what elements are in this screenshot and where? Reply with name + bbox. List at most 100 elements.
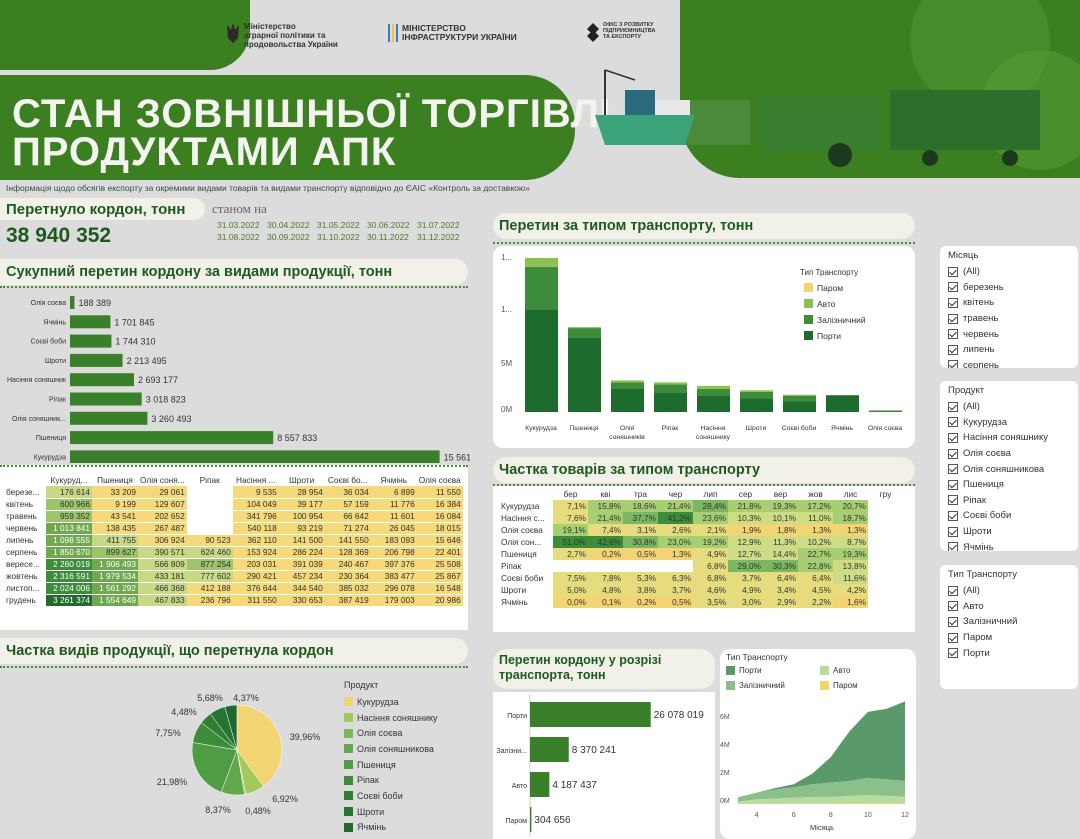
matrix-cell: 1 561 292 bbox=[92, 582, 138, 595]
y-tick-label: 6M bbox=[720, 714, 730, 721]
slicer-item-label: Олія соняшникова bbox=[963, 463, 1045, 475]
slicer-item-product[interactable]: Олія соєва bbox=[948, 446, 1070, 462]
pie-legend-item: Олія соняшникова bbox=[344, 741, 438, 757]
as-of-label: станом на bbox=[212, 201, 267, 216]
header-illustration bbox=[600, 0, 1080, 178]
checkbox-checked-icon[interactable] bbox=[948, 344, 958, 355]
share-cell: 4,9% bbox=[728, 584, 763, 596]
slicer-item-product[interactable]: Ячмінь bbox=[948, 539, 1070, 551]
slicer-item-transport[interactable]: (All) bbox=[948, 583, 1070, 599]
matrix-row-label: квітень bbox=[6, 499, 34, 509]
report-date: 31.10.2022 bbox=[317, 232, 360, 242]
report-date: 31.03.2022 bbox=[217, 220, 260, 230]
slicer-item-month[interactable]: липень bbox=[948, 342, 1070, 358]
x-tick-label: соняшників bbox=[609, 433, 645, 441]
matrix-cell: 25 867 bbox=[416, 570, 463, 583]
share-row-label: Шроти bbox=[501, 585, 527, 595]
matrix-cell: 1 554 649 bbox=[92, 594, 138, 607]
slicer-item-month[interactable]: травень bbox=[948, 311, 1070, 327]
matrix-cell: 330 653 bbox=[278, 594, 325, 607]
checkbox-checked-icon[interactable] bbox=[948, 495, 958, 506]
slicer-item-transport[interactable]: Залізничний bbox=[948, 614, 1070, 630]
matrix-cell: 202 652 bbox=[138, 510, 187, 523]
slicer-item-month[interactable]: березень bbox=[948, 280, 1070, 296]
checkbox-checked-icon[interactable] bbox=[948, 432, 958, 443]
checkbox-checked-icon[interactable] bbox=[948, 266, 958, 277]
checkbox-checked-icon[interactable] bbox=[948, 464, 958, 475]
share-cell: 4,8% bbox=[588, 584, 623, 596]
transport-bar-segment bbox=[740, 390, 773, 392]
matrix-cell: 236 796 bbox=[186, 594, 233, 607]
slicer-item-product[interactable]: (All) bbox=[948, 399, 1070, 415]
share-cell: 4,9% bbox=[693, 548, 728, 560]
checkbox-checked-icon[interactable] bbox=[948, 297, 958, 308]
month-slicer-title: Місяць bbox=[948, 250, 979, 261]
matrix-cell: 100 954 bbox=[278, 510, 325, 523]
checkbox-checked-icon[interactable] bbox=[948, 417, 958, 428]
slicer-item-transport[interactable]: Порти bbox=[948, 645, 1070, 661]
transport-bar-segment bbox=[654, 382, 687, 385]
matrix-cell: 412 188 bbox=[186, 582, 233, 595]
matrix-cell: 36 034 bbox=[324, 486, 371, 499]
slicer-item-product[interactable]: Насіння соняшнику bbox=[948, 430, 1070, 446]
slicer-item-transport[interactable]: Паром bbox=[948, 630, 1070, 646]
share-matrix-card: бер кві тра чер лип сер вер жов лис гру Кукурудза 7… bbox=[493, 486, 915, 632]
slicer-item-product[interactable]: Соєві боби bbox=[948, 508, 1070, 524]
slicer-item-product[interactable]: Олія соняшникова bbox=[948, 461, 1070, 477]
slicer-item-month[interactable]: червень bbox=[948, 326, 1070, 342]
kpi-label: Перетнуло кордон, тонн bbox=[0, 198, 205, 220]
share-cell: 3,0% bbox=[728, 596, 763, 608]
slicer-item-product[interactable]: Пшениця bbox=[948, 477, 1070, 493]
pie-legend-label: Олія соняшникова bbox=[357, 743, 434, 754]
checkbox-checked-icon[interactable] bbox=[948, 401, 958, 412]
checkbox-checked-icon[interactable] bbox=[948, 585, 958, 596]
y-tick-label: 5M bbox=[501, 359, 512, 368]
slicer-item-label: Кукурудза bbox=[963, 416, 1007, 428]
y-tick-label: 2M bbox=[720, 770, 730, 777]
checkbox-checked-icon[interactable] bbox=[948, 448, 958, 459]
slicer-item-transport[interactable]: Авто bbox=[948, 599, 1070, 615]
checkbox-checked-icon[interactable] bbox=[948, 526, 958, 537]
report-date: 30.11.2022 bbox=[367, 232, 409, 242]
legend-swatch bbox=[726, 681, 735, 690]
checkbox-checked-icon[interactable] bbox=[948, 632, 958, 643]
matrix-row-label: жовтень bbox=[6, 571, 38, 581]
slicer-item-month[interactable]: квітень bbox=[948, 295, 1070, 311]
product-bar-value: 3 018 823 bbox=[146, 395, 186, 405]
matrix-cell: 93 219 bbox=[278, 522, 325, 535]
checkbox-checked-icon[interactable] bbox=[948, 329, 958, 340]
share-cell: 0,1% bbox=[588, 596, 623, 608]
checkbox-checked-icon[interactable] bbox=[948, 601, 958, 612]
checkbox-checked-icon[interactable] bbox=[948, 360, 958, 368]
share-cell: 19,3% bbox=[833, 548, 868, 560]
slicer-item-label: березень bbox=[963, 281, 1004, 293]
matrix-cell: 624 460 bbox=[186, 546, 233, 559]
checkbox-checked-icon[interactable] bbox=[948, 479, 958, 490]
share-cell: 7,4% bbox=[588, 524, 623, 536]
month-matrix-card: Кукуруд... Пшениця Олія соня... Ріпак Насінн… bbox=[0, 465, 468, 630]
legend-swatch bbox=[804, 331, 813, 340]
slicer-item-product[interactable]: Ріпак bbox=[948, 493, 1070, 509]
checkbox-checked-icon[interactable] bbox=[948, 510, 958, 521]
matrix-cell: 1 013 841 bbox=[46, 522, 92, 535]
checkbox-checked-icon[interactable] bbox=[948, 282, 958, 293]
checkbox-checked-icon[interactable] bbox=[948, 616, 958, 627]
slicer-item-product[interactable]: Шроти bbox=[948, 524, 1070, 540]
checkbox-checked-icon[interactable] bbox=[948, 648, 958, 659]
logo-office-line1: ОФІС З РОЗВИТКУ bbox=[603, 22, 654, 28]
checkbox-checked-icon[interactable] bbox=[948, 542, 958, 551]
share-col-header: жов bbox=[808, 489, 823, 499]
pie-slice-label: 4,48% bbox=[171, 707, 197, 717]
transport-legend-item: Порти bbox=[817, 331, 841, 341]
matrix-cell: 57 159 bbox=[324, 498, 371, 511]
matrix-cell: 411 755 bbox=[92, 534, 138, 547]
matrix-col-header: Ріпак bbox=[199, 475, 220, 485]
slicer-item-month[interactable]: серпень bbox=[948, 358, 1070, 368]
transport-bar-segment bbox=[525, 257, 558, 267]
slicer-item-month[interactable]: (All) bbox=[948, 264, 1070, 280]
checkbox-checked-icon[interactable] bbox=[948, 313, 958, 324]
matrix-cell: 1 098 555 bbox=[46, 534, 92, 547]
matrix-cell: 457 234 bbox=[278, 570, 325, 583]
slicer-item-product[interactable]: Кукурудза bbox=[948, 415, 1070, 431]
transport-total-title: Перетин кордону у розрізі транспорта, то… bbox=[493, 649, 715, 689]
